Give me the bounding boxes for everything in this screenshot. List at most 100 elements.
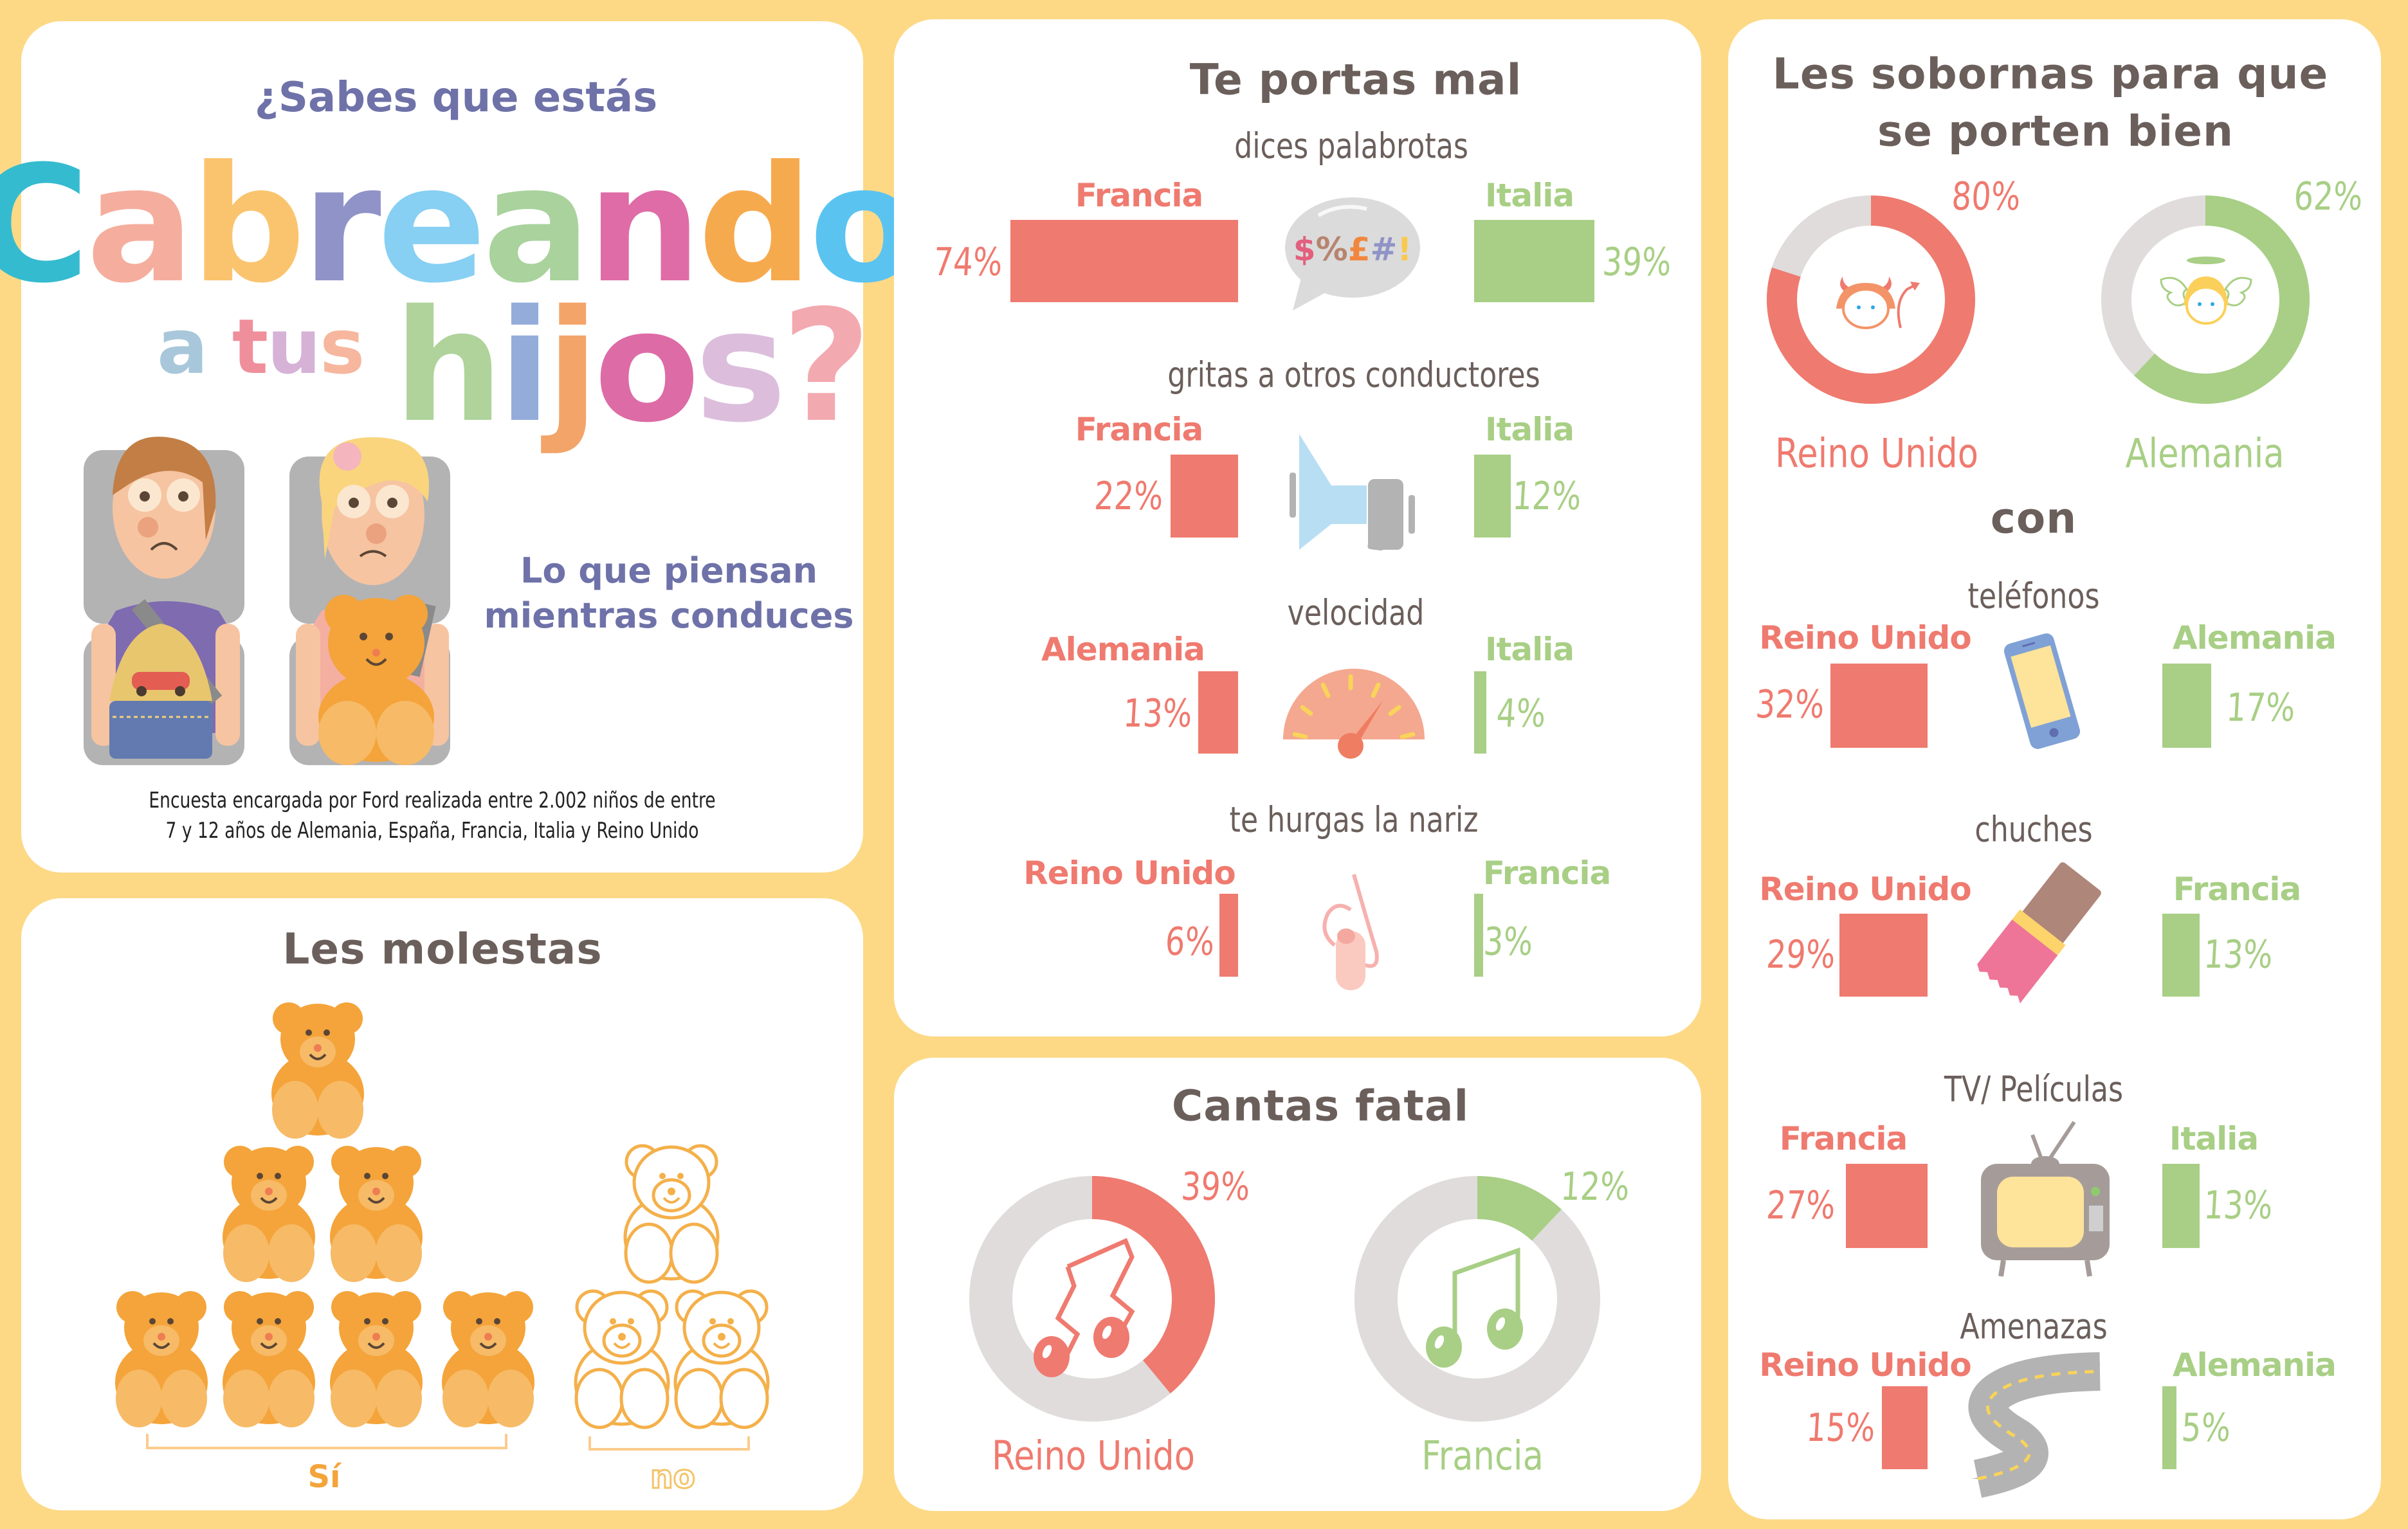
headline-a-tus: a tus	[157, 309, 365, 385]
right-country-label: Alemania	[2172, 1346, 2337, 1384]
girl-illustration	[289, 437, 450, 765]
bear-no-icon	[623, 1144, 720, 1284]
row-subtitle: dices palabrotas	[1234, 125, 1468, 167]
donut-reino-unido	[1767, 195, 1975, 404]
row-subtitle: Amenazas	[1960, 1306, 2108, 1347]
tv-icon	[1981, 1121, 2110, 1277]
intro-question: ¿Sabes que estás	[254, 74, 658, 122]
headline-letter: u	[267, 302, 321, 391]
with-label: con	[1990, 493, 2077, 543]
bear-yes-icon	[330, 1291, 423, 1427]
row-subtitle: chuches	[1975, 809, 2093, 850]
left-bar	[1830, 664, 1928, 748]
headline-letter: C	[0, 131, 90, 318]
right-bar	[2162, 1386, 2177, 1469]
angel-icon	[2160, 257, 2252, 325]
right-country-label: Alemania	[2172, 619, 2337, 656]
boy-illustration	[84, 437, 244, 765]
portas-mal-title: Te portas mal	[1189, 55, 1522, 105]
headline-hijos: hijos?	[394, 289, 871, 444]
headline-letter: a	[482, 131, 591, 318]
row-subtitle: te hurgas la nariz	[1229, 799, 1479, 840]
headline-letter: s	[695, 276, 787, 457]
left-bar	[1198, 671, 1238, 754]
left-country-label: Reino Unido	[1759, 871, 1971, 908]
bear-yes-icon	[271, 1002, 364, 1139]
phone-icon	[2003, 633, 2081, 749]
headline-letter: s	[320, 302, 365, 391]
speech-bubble-icon: $%£#!	[1285, 197, 1420, 311]
speech-bubble-text: $%£#!	[1293, 231, 1412, 268]
bear-yes-icon	[115, 1291, 208, 1427]
headline-letter: b	[190, 131, 306, 318]
right-bar	[1474, 894, 1484, 977]
left-bar	[1010, 220, 1238, 302]
bear-yes-icon	[223, 1146, 315, 1282]
left-country-label: Reino Unido	[1759, 1346, 1971, 1384]
right-pct: 13%	[2202, 932, 2274, 977]
row-subtitle: velocidad	[1287, 592, 1425, 633]
survey-note-line1: Encuesta encargada por Ford realizada en…	[149, 788, 716, 813]
music-note-icon	[1426, 1247, 1523, 1368]
right-country-label: Italia	[1484, 411, 1574, 448]
molestas-title: Les molestas	[282, 924, 603, 974]
headline-letter: a	[157, 302, 208, 391]
megaphone-icon	[1290, 434, 1415, 551]
left-country-label: Francia	[1779, 1120, 1908, 1157]
donut-value-arc	[1477, 1176, 1562, 1242]
nose-picking-icon	[1322, 874, 1379, 990]
bear-yes-icon	[442, 1291, 534, 1427]
donut-alemania	[2101, 195, 2310, 404]
row-subtitle: teléfonos	[1967, 575, 2100, 617]
headline-letter: h	[394, 276, 504, 457]
headline-cabreando: Cabreando	[0, 145, 920, 305]
donut-reino-unido	[969, 1176, 1215, 1422]
row-subtitle: TV/ Películas	[1944, 1069, 2124, 1110]
right-bar	[1474, 671, 1487, 754]
bear-no-icon	[574, 1289, 670, 1429]
left-bar	[1219, 894, 1238, 977]
donut-country: Reino Unido	[1774, 430, 1979, 477]
headline-letter: ?	[781, 276, 871, 457]
donut-country: Alemania	[2125, 430, 2285, 477]
left-country-label: Francia	[1075, 177, 1203, 214]
donut-francia	[1354, 1176, 1600, 1422]
left-country-label: Reino Unido	[1023, 855, 1236, 892]
right-bar	[2162, 914, 2200, 997]
right-country-label: Francia	[1482, 855, 1611, 892]
left-bar	[1839, 914, 1928, 997]
right-bar	[1474, 455, 1511, 538]
right-country-label: Italia	[1484, 631, 1574, 668]
speedometer-icon	[1283, 669, 1425, 759]
left-bar	[1845, 1164, 1928, 1248]
donut-country: Reino Unido	[991, 1432, 1196, 1479]
donut-value-arc	[1767, 195, 1975, 404]
chocolate-bar-icon	[1977, 862, 2101, 1004]
donut-pct: 62%	[2292, 174, 2364, 219]
headline-letter: o	[594, 276, 700, 457]
row-subtitle: gritas a otros conductores	[1167, 354, 1540, 395]
kids-in-car-seats-illustration	[84, 437, 450, 765]
right-pct: 13%	[2202, 1183, 2274, 1228]
sobornas-panel	[1728, 19, 2381, 1519]
left-pct: 15%	[1805, 1406, 1877, 1451]
no-label: no	[650, 1458, 697, 1496]
sobornas-title-line2: se porten bien	[1877, 106, 2234, 156]
donut-country: Francia	[1421, 1432, 1544, 1479]
yes-bracket	[146, 1434, 507, 1449]
headline-letter: t	[232, 302, 268, 391]
donut-value-arc	[2134, 195, 2310, 404]
headline-letter: r	[302, 131, 381, 318]
headline-letter: e	[377, 131, 487, 318]
broken-music-note-icon	[1034, 1238, 1135, 1377]
bear-yes-icon	[223, 1291, 315, 1427]
headline-letter: j	[546, 276, 599, 457]
right-bar	[2162, 1164, 2200, 1248]
left-pct: 32%	[1754, 682, 1826, 727]
left-pct: 27%	[1765, 1183, 1837, 1228]
bear-yes-icon	[330, 1146, 423, 1282]
bear-no-icon	[673, 1289, 770, 1429]
right-country-label: Italia	[1484, 177, 1574, 214]
left-pct: 29%	[1765, 932, 1837, 977]
